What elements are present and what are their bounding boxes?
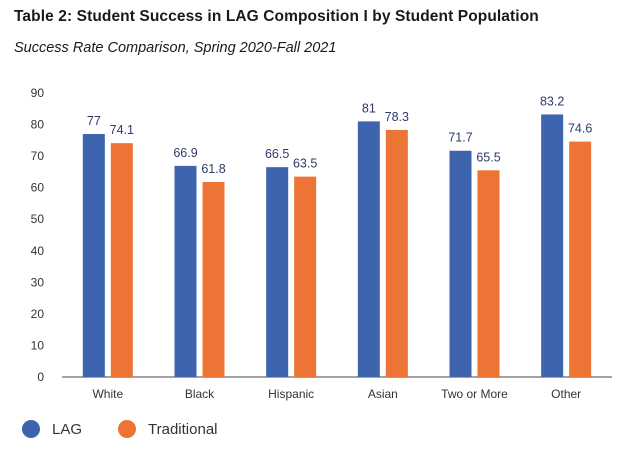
data-label-lag: 71.7 [448, 131, 472, 145]
bar-lag [174, 165, 197, 377]
data-label-traditional: 61.8 [201, 162, 225, 176]
category-label: Two or More [441, 387, 508, 401]
bar-traditional [294, 176, 317, 377]
legend-swatch-traditional [118, 420, 137, 438]
y-tick-label: 10 [31, 338, 45, 352]
y-tick-label: 70 [31, 149, 45, 163]
bar-traditional [110, 143, 133, 377]
y-tick-label: 50 [31, 212, 45, 226]
data-label-traditional: 78.3 [385, 110, 409, 124]
y-tick-label: 30 [31, 275, 45, 289]
category-label: Black [185, 387, 215, 401]
data-label-traditional: 74.6 [568, 122, 592, 136]
legend-label-traditional: Traditional [148, 420, 218, 438]
y-tick-label: 80 [31, 118, 45, 132]
bar-chart: 0 10 20 30 40 50 60 70 80 90 77 74.1 66.9 61.8 66.5 63… [31, 86, 612, 401]
legend-label-lag: LAG [52, 420, 83, 438]
bar-traditional [202, 181, 225, 377]
y-tick-label: 90 [31, 86, 45, 100]
chart-title: Table 2: Student Success in LAG Composit… [14, 8, 539, 25]
y-tick-label: 60 [31, 181, 45, 195]
legend-item-lag: LAG [22, 420, 82, 438]
chart-subtitle: Success Rate Comparison, Spring 2020-Fal… [14, 40, 337, 56]
data-label-traditional: 63.5 [293, 157, 317, 171]
bar-lag [449, 150, 472, 377]
bar-lag [357, 121, 380, 378]
data-label-traditional: 74.1 [110, 123, 134, 137]
data-label-lag: 66.5 [265, 147, 289, 161]
bar-lag [541, 114, 564, 378]
bar-traditional [569, 141, 592, 377]
category-label: Asian [368, 387, 398, 401]
data-label-traditional: 65.5 [476, 150, 500, 164]
y-tick-label: 20 [31, 307, 45, 321]
y-tick-label: 0 [37, 370, 44, 384]
bar-traditional [477, 170, 500, 377]
category-label: Hispanic [268, 387, 314, 401]
y-tick-label: 40 [31, 244, 45, 258]
data-label-lag: 81 [362, 101, 376, 115]
data-label-lag: 66.9 [173, 146, 197, 160]
legend-swatch-lag [22, 420, 40, 438]
data-labels: 77 74.1 66.9 61.8 66.5 63.5 81 78.3 71.7 65.5 83.2… [87, 94, 592, 176]
legend: LAG Traditional [22, 420, 254, 438]
y-axis-ticks: 0 10 20 30 40 50 60 70 80 90 [31, 86, 45, 384]
bar-lag [266, 167, 289, 377]
category-labels: White Black Hispanic Asian Two or More Other [92, 387, 581, 401]
bar-traditional [385, 129, 408, 377]
category-label: Other [551, 387, 581, 401]
category-label: White [92, 387, 123, 401]
bars [82, 114, 592, 378]
data-label-lag: 83.2 [540, 94, 564, 108]
legend-item-traditional: Traditional [118, 420, 218, 438]
data-label-lag: 77 [87, 114, 101, 128]
bar-lag [82, 134, 105, 377]
